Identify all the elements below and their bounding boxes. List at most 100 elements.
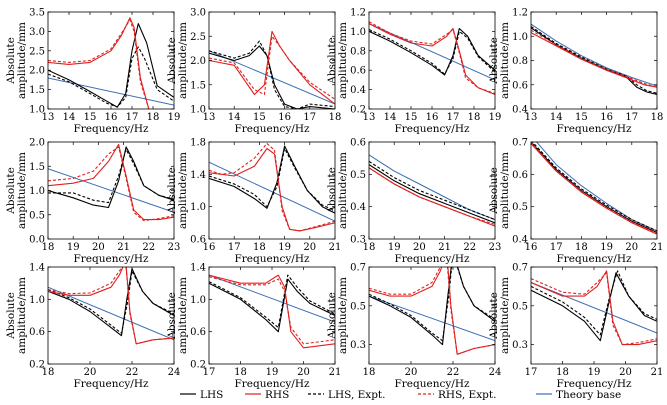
x-tick-label: 20 — [619, 367, 632, 378]
y-axis-label: Absoluteamplitude/mm — [326, 152, 349, 229]
x-tick-label: 17 — [203, 367, 216, 378]
series-line-2 — [48, 17, 151, 109]
x-tick-label: 20 — [303, 242, 316, 253]
y-tick-label: 1.5 — [29, 85, 45, 96]
legend-label: RHS, Expt. — [438, 389, 496, 401]
y-tick-label: 1.8 — [190, 138, 206, 149]
x-tick-label: 15 — [253, 112, 266, 123]
x-tick-label: 24 — [489, 367, 502, 378]
x-tick-label: 17 — [303, 112, 316, 123]
series-line-1 — [531, 142, 657, 234]
x-tick-label: 20 — [297, 367, 310, 378]
series-line-5 — [48, 168, 174, 213]
y-tick-label: 1.4 — [29, 263, 45, 274]
y-tick-label: 1.0 — [29, 186, 45, 197]
y-tick-label: 0.6 — [350, 66, 366, 77]
y-axis-label: Absoluteamplitude/mm — [326, 22, 349, 99]
y-tick-label: 1.0 — [512, 32, 528, 43]
x-tick-label: 16 — [203, 242, 216, 253]
x-tick-label: 21 — [329, 367, 342, 378]
x-tick-label: 19 — [489, 112, 502, 123]
y-tick-label: 2.5 — [29, 46, 45, 57]
x-tick-label: 18 — [42, 367, 55, 378]
plot-frame — [208, 11, 336, 110]
y-tick-label: 0.0 — [29, 235, 45, 246]
y-axis-label: Absoluteamplitude/mm — [166, 277, 189, 354]
series-line-2 — [48, 143, 174, 221]
x-tick-label: 20 — [413, 242, 426, 253]
x-tick-label: 22 — [126, 367, 139, 378]
x-axis-label: Frequency/Hz — [234, 253, 309, 265]
x-tick-label: 18 — [253, 242, 266, 253]
plot-frame — [368, 266, 496, 365]
x-tick-label: 18 — [556, 367, 569, 378]
series-line-5 — [369, 154, 495, 221]
x-tick-label: 15 — [84, 112, 97, 123]
panel-7: 18 19 20 21 22 23 0.3 0.4 0.5 0.6 Frequency/Hz Abso… — [326, 138, 501, 266]
panel-11: 18 20 22 24 0.3 0.5 0.7 Frequency/Hz Absoluteamp… — [326, 263, 502, 391]
y-tick-label: 0.5 — [512, 202, 528, 213]
x-axis-label: Frequency/Hz — [394, 378, 469, 390]
x-tick-label: 13 — [42, 112, 55, 123]
y-axis-label: Absoluteamplitude/mm — [488, 22, 511, 99]
y-tick-label: 3.5 — [29, 8, 45, 19]
y-tick-label: 1.0 — [190, 295, 206, 306]
y-axis-label: Absoluteamplitude/mm — [5, 22, 28, 99]
series-line-4 — [48, 19, 174, 109]
series-line-1 — [48, 268, 174, 337]
plot-frame — [47, 11, 175, 110]
series-line-5 — [535, 142, 657, 232]
x-tick-label: 19 — [600, 242, 613, 253]
x-tick-label: 22 — [447, 367, 460, 378]
y-tick-label: 1.4 — [190, 170, 206, 181]
y-tick-label: 0.4 — [350, 202, 366, 213]
series-line-4 — [209, 35, 335, 100]
x-tick-label: 14 — [384, 112, 397, 123]
series-line-3 — [48, 46, 174, 108]
plot-frame — [368, 11, 496, 110]
panel-10: 17 18 19 20 21 0.2 0.6 1.0 1.4 Frequency/Hz Absolu… — [166, 263, 341, 391]
x-tick-label: 16 — [426, 112, 439, 123]
series-line-1 — [531, 272, 657, 342]
y-tick-label: 0.3 — [512, 340, 528, 351]
series-line-3 — [48, 148, 174, 204]
plot-frame — [530, 11, 658, 110]
y-tick-label: 0.7 — [512, 263, 528, 274]
series-line-5 — [209, 274, 335, 323]
legend-label: LHS, Expt. — [328, 389, 386, 401]
legend-label: LHS — [200, 389, 223, 401]
series-line-3 — [369, 29, 495, 75]
series-line-4 — [209, 143, 335, 232]
x-tick-label: 21 — [651, 367, 664, 378]
series-line-2 — [369, 23, 495, 96]
y-tick-label: 2.0 — [29, 138, 45, 149]
x-axis-label: Frequency/Hz — [73, 378, 148, 390]
x-tick-label: 17 — [228, 242, 241, 253]
x-tick-label: 19 — [67, 242, 80, 253]
x-tick-label: 21 — [438, 242, 451, 253]
x-tick-label: 16 — [525, 242, 538, 253]
panel-2: 13 14 15 16 17 18 1.0 1.5 2.0 2.5 3.0 Frequency/Hz A… — [166, 8, 341, 136]
panel-6: 16 17 18 19 20 21 0.6 1.0 1.4 1.8 Frequency/Hz Abso… — [166, 138, 341, 266]
y-tick-label: 1.0 — [190, 202, 206, 213]
y-tick-label: 0.3 — [350, 235, 366, 246]
y-tick-label: 1.2 — [350, 8, 366, 19]
y-tick-label: 0.2 — [29, 360, 45, 371]
series-line-4 — [369, 21, 495, 95]
y-tick-label: 2.5 — [190, 32, 206, 43]
y-tick-label: 0.6 — [29, 327, 45, 338]
y-tick-label: 1.2 — [512, 8, 528, 19]
x-tick-label: 14 — [228, 112, 241, 123]
x-tick-label: 20 — [625, 242, 638, 253]
x-tick-label: 22 — [142, 242, 155, 253]
series-line-5 — [48, 77, 174, 106]
y-tick-label: 0.4 — [512, 235, 528, 246]
y-tick-label: 0.6 — [512, 170, 528, 181]
series-line-1 — [48, 23, 174, 108]
y-tick-label: 0.3 — [350, 340, 366, 351]
series-line-1 — [209, 278, 335, 333]
x-tick-label: 16 — [600, 112, 613, 123]
x-axis-label: Frequency/Hz — [556, 123, 631, 135]
y-tick-label: 1.4 — [190, 263, 206, 274]
